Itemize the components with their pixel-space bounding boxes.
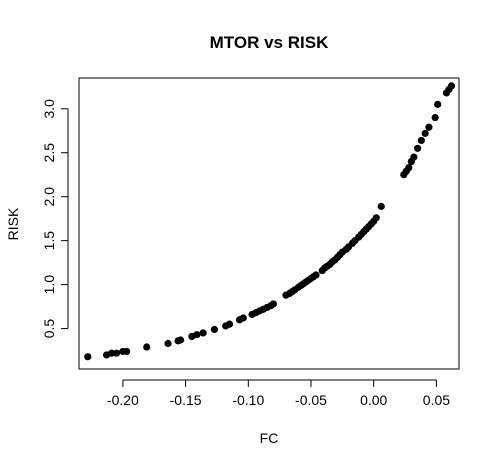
data-point	[225, 320, 234, 328]
x-tick-label: 0.00	[360, 392, 387, 408]
data-point	[425, 123, 433, 131]
y-tick-label: 1.0	[41, 275, 57, 295]
data-point	[377, 202, 385, 210]
data-point	[164, 339, 172, 348]
data-point	[421, 129, 429, 137]
data-point	[123, 347, 131, 356]
x-tick-label: -0.05	[295, 392, 327, 408]
y-tick-label: 0.5	[41, 319, 57, 339]
data-point	[113, 349, 121, 357]
data-point	[410, 153, 418, 161]
data-point	[143, 343, 151, 351]
data-point	[269, 300, 277, 308]
x-tick-label: -0.20	[107, 392, 139, 408]
data-point	[108, 349, 116, 357]
data-point	[84, 353, 92, 361]
y-tick-label: 2.5	[41, 143, 57, 163]
y-axis-label: RISK	[5, 207, 21, 240]
data-point	[447, 82, 456, 90]
data-point	[312, 271, 320, 279]
x-axis-label: FC	[260, 430, 279, 446]
data-point	[372, 214, 380, 222]
data-point	[417, 136, 425, 145]
data-point	[193, 331, 201, 339]
x-tick-label: 0.05	[423, 392, 450, 408]
y-axis: 0.5 1.0 1.5 2.0 2.5 3.0	[41, 99, 69, 339]
data-point	[176, 336, 185, 344]
plot-frame	[78, 77, 460, 370]
data-point	[405, 164, 413, 172]
x-axis: -0.20 -0.15 -0.10 -0.05 0.00 0.05	[107, 379, 450, 408]
data-point	[210, 325, 219, 334]
x-tick-label: -0.15	[170, 392, 202, 408]
data-point	[199, 329, 207, 337]
data-point	[431, 113, 439, 122]
y-tick-label: 1.5	[41, 231, 57, 251]
y-tick-label: 2.0	[41, 187, 57, 207]
x-tick-label: -0.10	[232, 392, 264, 408]
data-points	[84, 82, 456, 361]
data-point	[434, 100, 442, 108]
y-tick-label: 3.0	[41, 99, 57, 119]
data-point	[414, 144, 422, 152]
data-point	[239, 314, 247, 322]
chart-title: MTOR vs RISK	[210, 33, 329, 52]
